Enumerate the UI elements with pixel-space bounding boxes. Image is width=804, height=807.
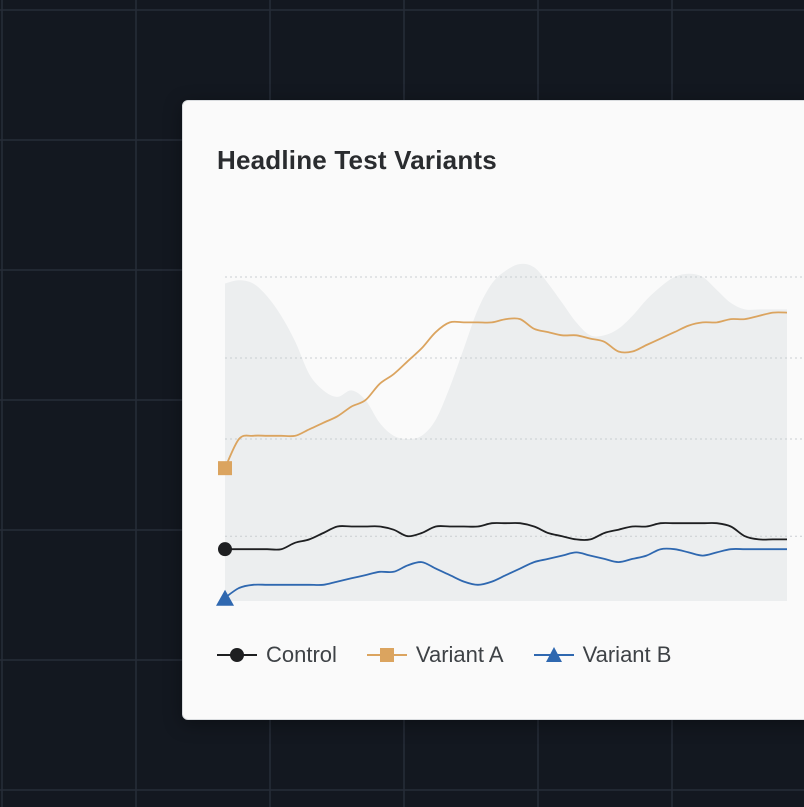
- band-area: [225, 263, 787, 601]
- series-line-variant-b: [224, 547, 787, 599]
- circle-marker-icon: [230, 648, 244, 662]
- series-marker-variant-b: [216, 589, 234, 606]
- plot-area: [216, 263, 804, 606]
- series-line-variant-a: [224, 311, 788, 469]
- legend-label-control: Control: [266, 642, 337, 667]
- legend-swatch-control: [217, 648, 257, 662]
- square-marker-icon: [379, 648, 394, 662]
- legend: Control Variant A Variant B: [217, 637, 701, 673]
- triangle-marker-icon: [545, 647, 562, 662]
- legend-swatch-variant-b: [533, 647, 574, 662]
- legend-item-variant-a[interactable]: Variant A: [366, 642, 504, 668]
- chart-card: Headline Test Variants Control Variant A…: [182, 100, 804, 720]
- legend-swatch-variant-a: [366, 648, 407, 662]
- chart-title: Headline Test Variants: [217, 145, 497, 175]
- series-marker-control: [218, 542, 232, 557]
- legend-label-variant-a: Variant A: [415, 642, 504, 667]
- legend-item-control[interactable]: Control: [217, 642, 337, 668]
- series-marker-variant-a: [218, 461, 232, 476]
- legend-label-variant-b: Variant B: [582, 642, 672, 667]
- legend-item-variant-b[interactable]: Variant B: [533, 642, 672, 668]
- series-line-control: [225, 522, 787, 551]
